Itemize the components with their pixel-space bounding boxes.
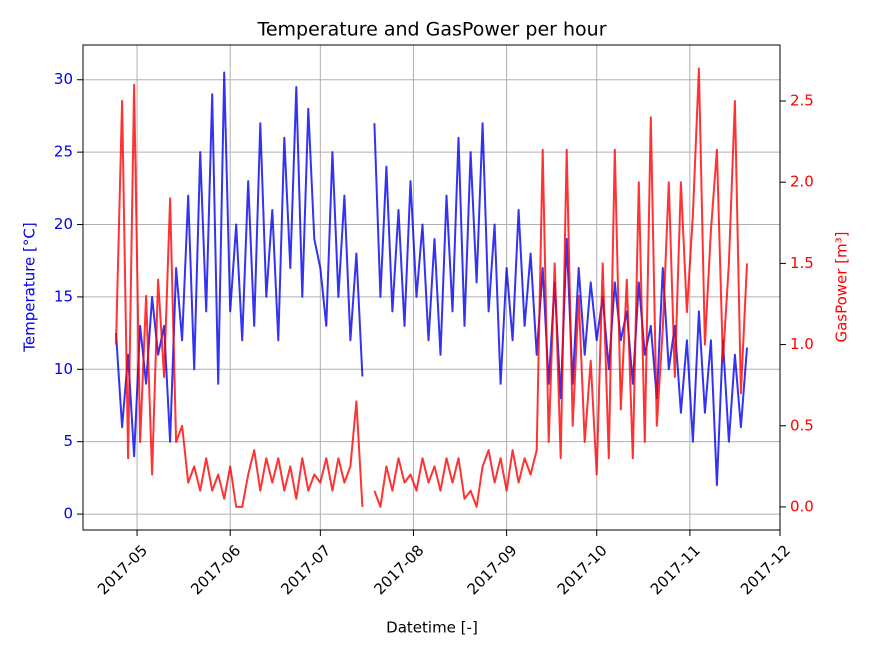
y2-tick-label: 1.5 bbox=[790, 254, 814, 272]
series-line bbox=[115, 67, 748, 508]
x-tick-label: 2017-11 bbox=[647, 541, 704, 598]
chart-title: Temperature and GasPower per hour bbox=[256, 19, 606, 41]
x-tick-label: 2017-12 bbox=[737, 541, 794, 598]
y-tick-label: 30 bbox=[54, 70, 73, 88]
y2-axis-label: GasPower [m³] bbox=[833, 231, 851, 342]
y-tick-label: 15 bbox=[54, 287, 73, 305]
y-axis-label: Temperature [°C] bbox=[21, 222, 39, 352]
series-line bbox=[115, 71, 748, 487]
y2-tick-label: 1.0 bbox=[790, 335, 814, 353]
y-tick-label: 10 bbox=[54, 360, 73, 378]
x-tick-label: 2017-07 bbox=[277, 541, 334, 598]
y2-tick-label: 0.0 bbox=[790, 497, 814, 515]
x-tick-label: 2017-06 bbox=[187, 541, 244, 598]
y2-tick-label: 2.5 bbox=[790, 92, 814, 110]
plot-frame bbox=[82, 44, 781, 531]
x-tick-label: 2017-08 bbox=[370, 541, 427, 598]
y2-tick-label: 0.5 bbox=[790, 416, 814, 434]
y2-tick-label: 2.0 bbox=[790, 173, 814, 191]
y-tick-label: 5 bbox=[63, 432, 73, 450]
y-tick-label: 20 bbox=[54, 215, 73, 233]
x-tick-label: 2017-09 bbox=[464, 541, 521, 598]
x-tick-label: 2017-05 bbox=[94, 541, 151, 598]
x-tick-label: 2017-10 bbox=[554, 541, 611, 598]
x-axis-label: Datetime [-] bbox=[386, 619, 478, 637]
y-tick-label: 25 bbox=[54, 143, 73, 161]
y-tick-label: 0 bbox=[63, 505, 73, 523]
